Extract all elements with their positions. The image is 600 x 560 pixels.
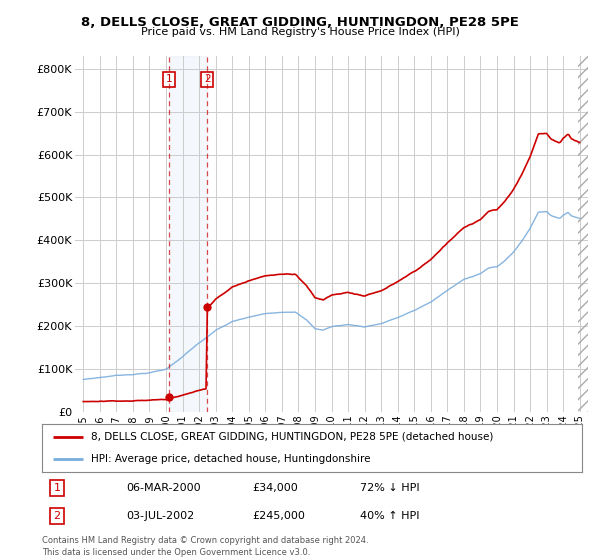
Text: £34,000: £34,000 — [252, 483, 298, 493]
Text: 1: 1 — [53, 483, 61, 493]
Text: Price paid vs. HM Land Registry's House Price Index (HPI): Price paid vs. HM Land Registry's House … — [140, 27, 460, 37]
Text: 40% ↑ HPI: 40% ↑ HPI — [360, 511, 419, 521]
Bar — [169, 56, 208, 412]
Bar — [578, 56, 588, 412]
Text: Contains HM Land Registry data © Crown copyright and database right 2024.
This d: Contains HM Land Registry data © Crown c… — [42, 536, 368, 557]
Text: 8, DELLS CLOSE, GREAT GIDDING, HUNTINGDON, PE28 5PE (detached house): 8, DELLS CLOSE, GREAT GIDDING, HUNTINGDO… — [91, 432, 493, 442]
Text: 72% ↓ HPI: 72% ↓ HPI — [360, 483, 419, 493]
Text: 06-MAR-2000: 06-MAR-2000 — [126, 483, 200, 493]
Text: HPI: Average price, detached house, Huntingdonshire: HPI: Average price, detached house, Hunt… — [91, 454, 370, 464]
Text: 1: 1 — [166, 74, 172, 84]
Text: 03-JUL-2002: 03-JUL-2002 — [126, 511, 194, 521]
Text: £245,000: £245,000 — [252, 511, 305, 521]
Text: 8, DELLS CLOSE, GREAT GIDDING, HUNTINGDON, PE28 5PE: 8, DELLS CLOSE, GREAT GIDDING, HUNTINGDO… — [81, 16, 519, 29]
Text: 2: 2 — [204, 74, 211, 84]
Text: 2: 2 — [53, 511, 61, 521]
